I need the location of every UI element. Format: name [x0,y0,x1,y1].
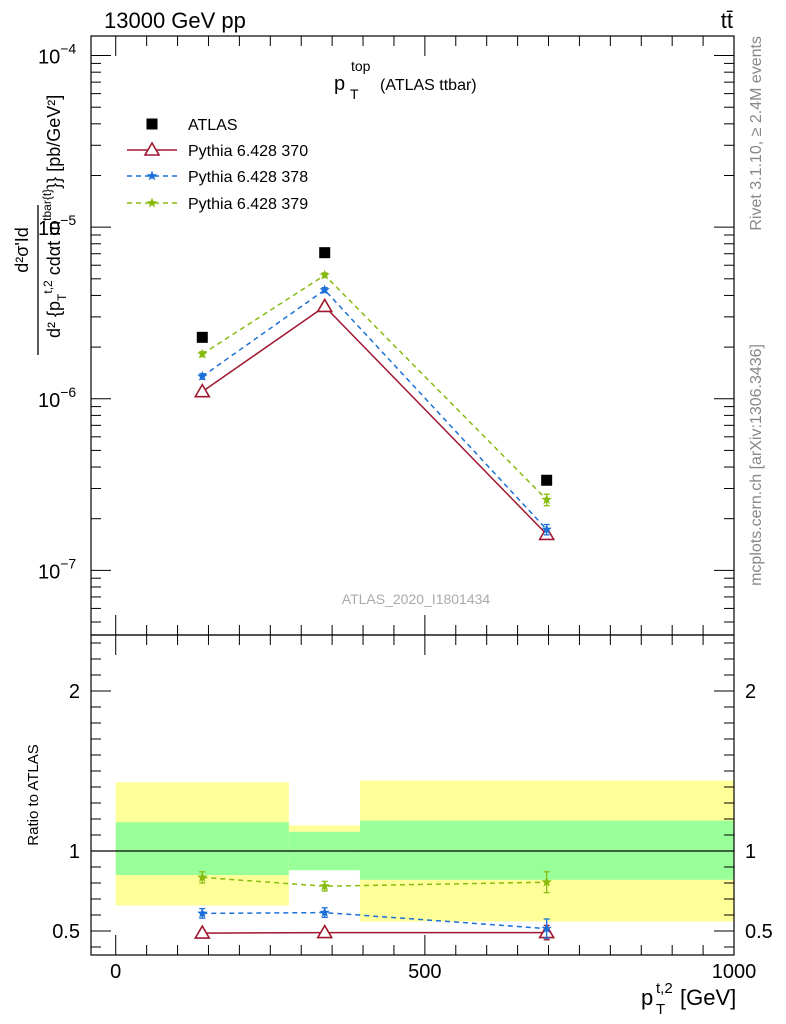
main-panel: 10−7 10−6 10−5 10−4 [38,35,735,636]
main-pythia-6-428-370-point [316,297,334,313]
main-title: p [334,73,345,95]
x-axis-label-superscript: t,2 [656,980,673,997]
energy-label: 13000 GeV pp [104,8,246,33]
ratio-pythia-6-428-378-line [202,911,547,930]
main-pythia-6-428-379-point [319,269,330,280]
main-y-tick-label: 10−4 [38,41,76,69]
ratio-pythia-6-428-370-line [202,931,547,934]
ratio-y-tick-label-left: 2 [69,681,80,703]
main-pythia-6-428-379-line [201,274,548,501]
x-axis-label-subscript: T [656,1001,665,1018]
ratio-panel: 0.5 0.5 1 1 2 2 0 500 1000 [52,634,773,983]
ratio-y-tick-label-right: 1 [745,841,756,863]
legend-label-pythia-6-428-370: Pythia 6.428 370 [188,143,308,160]
legend-marker-pythia-6-428-370 [143,141,161,156]
main-pythia-6-428-378-point [319,284,330,295]
ratio-y-axis-label: Ratio to ATLAS [25,744,42,845]
analysis-watermark: ATLAS_2020_I1801434 [342,591,491,607]
ratio-pythia-6-428-378-point [197,907,208,918]
main-y-tick-label: 10−5 [38,212,76,240]
main-title-rest: (ATLAS ttbar) [380,77,477,94]
mcplots-label: mcplots.cern.ch [arXiv:1306.3436] [748,344,765,586]
main-atlas-point [319,247,331,259]
main-pythia-6-428-379-point [541,494,552,505]
ylabel-numerator: d²σ'Id [12,227,32,273]
ratio-pythia-6-428-378-point [319,907,330,917]
x-tick-label: 1000 [712,961,757,983]
legend-label-pythia-6-428-378: Pythia 6.428 378 [188,169,308,186]
ratio-uncertainty-band-outer [288,825,360,832]
ratio-y-tick-label-left: 0.5 [52,921,80,943]
legend-label-pythia-6-428-379: Pythia 6.428 379 [188,196,308,213]
legend-marker-pythia-6-428-379 [146,197,158,208]
x-axis-label-unit: [GeV] [680,985,736,1010]
main-pythia-6-428-378-point [541,524,552,534]
ratio-y-tick-label-right: 2 [745,681,756,703]
main-y-tick-label: 10−7 [38,555,76,583]
main-atlas-point [541,474,553,486]
main-y-tick-label: 10−6 [38,384,76,412]
main-y-axis-label: d²σ'Id d² {pTt,2 cdαt mtbar{t}}} [pb/GeV… [12,95,69,355]
ratio-uncertainty-band-inner [359,820,734,880]
x-tick-label: 500 [408,961,441,983]
legend-marker-pythia-6-428-378 [146,170,158,181]
ratio-frame [90,634,735,956]
main-pythia-6-428-378-line [201,289,548,531]
ylabel-denominator: d² {pTt,2 cdαt mtbar{t}}} [pb/GeV²] [40,95,69,338]
ratio-uncertainty-band-inner [115,822,289,875]
legend-marker-atlas [146,118,158,130]
ratio-pythia-6-428-379-point [197,871,208,882]
ratio-pythia-6-428-378-point [541,923,552,933]
ratio-pythia-6-428-370-point [316,924,334,939]
main-pythia-6-428-378-point [197,370,208,381]
x-tick-label: 0 [110,961,121,983]
process-label: tt̄ [721,8,733,33]
main-pythia-6-428-370-point [193,383,211,398]
main-title-superscript: top [351,58,371,74]
rivet-version-label: Rivet 3.1.10, ≥ 2.4M events [748,36,765,231]
ratio-y-tick-label-right: 0.5 [745,921,773,943]
legend: ATLAS Pythia 6.428 370 Pythia 6.428 378 Pyt… [127,117,308,213]
main-title-subscript: T [350,86,359,102]
main-pythia-6-428-379-point [197,348,208,359]
x-axis-label: p [641,985,653,1010]
main-pythia-6-428-370-line [201,305,548,535]
legend-label-atlas: ATLAS [188,117,238,134]
ratio-pythia-6-428-370-point [193,924,211,939]
ratio-pythia-6-428-379-point [541,876,552,887]
ratio-pythia-6-428-379-line [202,876,547,887]
ratio-pythia-6-428-379-point [319,880,330,891]
main-atlas-point [196,331,208,343]
ratio-y-tick-label-left: 1 [69,841,80,863]
